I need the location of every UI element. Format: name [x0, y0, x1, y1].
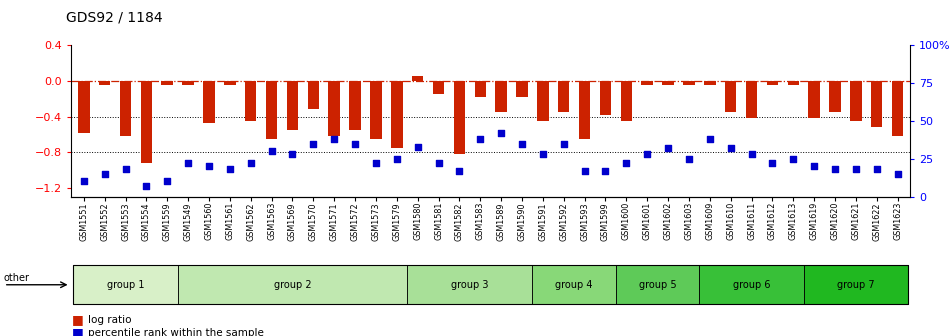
- Point: [681, 156, 696, 162]
- Bar: [454, 81, 466, 154]
- Text: group 2: group 2: [274, 280, 312, 290]
- Point: [285, 152, 300, 157]
- Bar: [308, 81, 319, 110]
- Point: [807, 164, 822, 169]
- Text: group 1: group 1: [106, 280, 144, 290]
- Bar: [391, 81, 403, 148]
- Point: [556, 141, 571, 146]
- Text: GDS92 / 1184: GDS92 / 1184: [66, 10, 163, 24]
- Bar: [599, 81, 611, 115]
- Bar: [725, 81, 736, 112]
- Text: group 3: group 3: [451, 280, 488, 290]
- Point: [201, 164, 217, 169]
- Bar: [78, 81, 89, 132]
- Point: [848, 167, 864, 172]
- Bar: [871, 81, 883, 127]
- Bar: [266, 81, 277, 139]
- Bar: [537, 81, 548, 121]
- Point: [890, 171, 905, 177]
- Bar: [182, 81, 194, 85]
- Point: [118, 167, 133, 172]
- Point: [348, 141, 363, 146]
- Point: [744, 152, 759, 157]
- Point: [264, 149, 279, 154]
- Bar: [141, 81, 152, 163]
- Point: [702, 136, 717, 142]
- Point: [139, 183, 154, 189]
- Point: [493, 130, 508, 136]
- Text: other: other: [4, 273, 29, 283]
- Bar: [829, 81, 841, 112]
- Point: [765, 161, 780, 166]
- Bar: [287, 81, 298, 130]
- Point: [327, 136, 342, 142]
- Point: [369, 161, 384, 166]
- Point: [243, 161, 258, 166]
- Point: [639, 152, 655, 157]
- Bar: [474, 81, 486, 97]
- Point: [660, 145, 675, 151]
- Point: [473, 136, 488, 142]
- Point: [452, 168, 467, 173]
- Bar: [746, 81, 757, 118]
- Point: [598, 168, 613, 173]
- Text: percentile rank within the sample: percentile rank within the sample: [88, 328, 264, 336]
- Point: [222, 167, 238, 172]
- Text: group 7: group 7: [837, 280, 875, 290]
- Point: [827, 167, 843, 172]
- Point: [431, 161, 446, 166]
- Point: [160, 179, 175, 184]
- Text: ■: ■: [72, 326, 84, 336]
- Point: [514, 141, 529, 146]
- Bar: [224, 81, 236, 85]
- Point: [97, 171, 112, 177]
- Bar: [120, 81, 131, 136]
- Point: [390, 156, 405, 162]
- Bar: [495, 81, 507, 112]
- Text: log ratio: log ratio: [88, 315, 132, 325]
- Point: [869, 167, 884, 172]
- Bar: [767, 81, 778, 85]
- Bar: [329, 81, 340, 136]
- Text: group 4: group 4: [556, 280, 593, 290]
- Text: ■: ■: [72, 313, 84, 326]
- Bar: [412, 77, 424, 81]
- Point: [76, 179, 91, 184]
- Bar: [99, 81, 110, 85]
- Bar: [808, 81, 820, 118]
- Bar: [433, 81, 445, 94]
- Point: [410, 144, 426, 149]
- Bar: [203, 81, 215, 123]
- Bar: [370, 81, 382, 139]
- Bar: [704, 81, 715, 85]
- Bar: [162, 81, 173, 85]
- Point: [618, 161, 634, 166]
- Point: [786, 156, 801, 162]
- Bar: [245, 81, 256, 121]
- Point: [180, 161, 196, 166]
- Point: [535, 152, 550, 157]
- Point: [723, 145, 738, 151]
- Bar: [558, 81, 569, 112]
- Text: group 6: group 6: [732, 280, 770, 290]
- Bar: [850, 81, 862, 121]
- Text: group 5: group 5: [638, 280, 676, 290]
- Bar: [579, 81, 590, 139]
- Bar: [516, 81, 527, 97]
- Bar: [788, 81, 799, 85]
- Bar: [641, 81, 653, 85]
- Point: [306, 141, 321, 146]
- Bar: [683, 81, 694, 85]
- Bar: [620, 81, 632, 121]
- Bar: [350, 81, 361, 130]
- Bar: [662, 81, 674, 85]
- Point: [577, 168, 592, 173]
- Bar: [892, 81, 903, 136]
